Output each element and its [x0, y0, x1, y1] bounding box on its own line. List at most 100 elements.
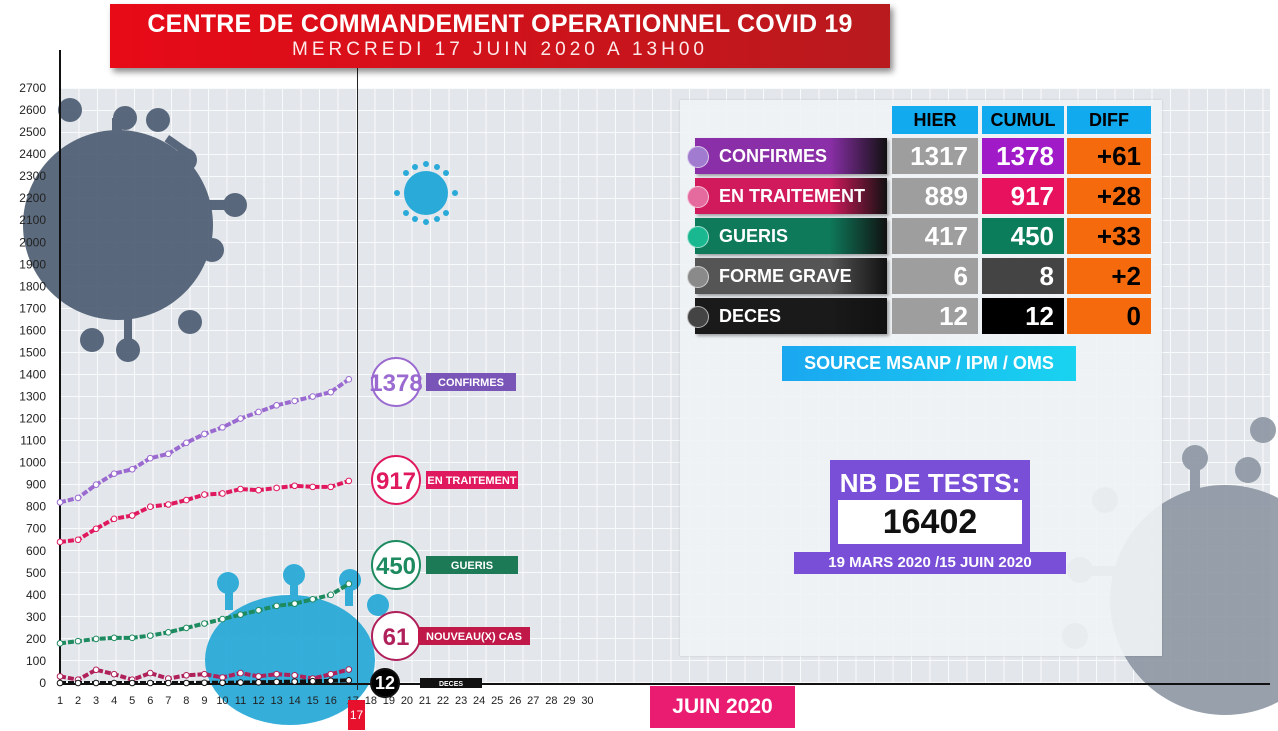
data-point	[128, 465, 136, 473]
x-tick-label: 29	[563, 695, 575, 707]
data-point	[201, 670, 208, 678]
page-subtitle: MERCREDI 17 JUIN 2020 A 13H00	[292, 39, 708, 60]
x-tick-label: 3	[93, 695, 99, 707]
cumul-cell: 1378	[982, 138, 1064, 174]
x-tick-label: 4	[111, 695, 117, 707]
data-point	[165, 450, 172, 458]
data-point	[309, 483, 317, 491]
data-point	[183, 671, 190, 679]
bullet-icon	[687, 266, 709, 288]
y-tick-label: 2700	[19, 81, 46, 95]
series-tag-text: CONFIRMES	[438, 377, 504, 389]
diff-cell: +28	[1067, 178, 1151, 214]
data-point	[219, 615, 226, 623]
data-point	[110, 470, 118, 477]
data-point	[110, 634, 118, 642]
y-tick-label: 1500	[19, 345, 46, 359]
y-tick-label: 600	[26, 544, 46, 558]
y-tick-label: 0	[39, 676, 46, 690]
y-tick-label: 1400	[19, 367, 46, 381]
hier-cell: 889	[892, 178, 978, 214]
x-tick-label: 28	[545, 695, 557, 707]
y-tick-label: 100	[26, 654, 46, 668]
data-point	[273, 484, 280, 492]
y-tick-label: 2600	[19, 103, 46, 117]
cumul-cell: 917	[982, 178, 1064, 214]
value-badge-text: 12	[375, 673, 395, 693]
virus-icon	[205, 564, 389, 725]
x-tick-label: 11	[235, 695, 246, 707]
data-point	[128, 634, 136, 642]
month-label: JUIN 2020	[650, 686, 795, 728]
data-point	[110, 670, 118, 678]
data-point	[128, 679, 136, 687]
series-tag-text: DECES	[439, 681, 463, 688]
value-badge	[371, 357, 421, 407]
x-tick-label: 26	[509, 695, 521, 707]
data-point	[56, 538, 64, 546]
data-point	[201, 620, 208, 627]
data-point	[74, 679, 82, 687]
diff-cell: +2	[1067, 258, 1151, 294]
value-badge-text: 917	[376, 468, 416, 495]
diff-cell: +33	[1067, 218, 1151, 254]
row-label-text: CONFIRMES	[719, 146, 827, 166]
y-tick-label: 200	[26, 632, 46, 646]
row-label-text: FORME GRAVE	[719, 266, 852, 286]
y-tick-label: 2000	[19, 235, 46, 249]
data-point	[219, 679, 226, 687]
hier-cell: 417	[892, 218, 978, 254]
data-point	[345, 580, 353, 588]
data-point	[201, 679, 208, 687]
cumul-cell: 12	[982, 298, 1064, 334]
data-point	[309, 677, 317, 685]
x-tick-label: 6	[147, 695, 153, 707]
value-badge	[371, 540, 421, 590]
data-point	[327, 483, 335, 491]
y-tick-label: 2500	[19, 125, 46, 139]
current-day-marker: 17	[348, 700, 365, 730]
x-tick-label: 15	[307, 695, 319, 707]
data-point	[291, 678, 298, 685]
row-label: GUERIS	[687, 218, 887, 254]
data-point	[201, 491, 208, 498]
header-banner: CENTRE DE COMMANDEMENT OPERATIONNEL COVI…	[110, 4, 890, 68]
y-tick-label: 1100	[20, 434, 46, 448]
row-label: CONFIRMES	[687, 138, 887, 174]
row-label-text: GUERIS	[719, 226, 789, 246]
data-point	[237, 611, 244, 618]
x-tick-label: 19	[383, 695, 395, 707]
current-day-line	[357, 40, 358, 690]
data-point	[92, 481, 100, 488]
virus-icon	[394, 161, 458, 225]
data-point	[74, 536, 82, 544]
data-point	[291, 482, 298, 490]
y-tick-label: 700	[26, 522, 46, 536]
data-point	[291, 397, 298, 405]
value-badge-text: 1378	[369, 370, 422, 397]
x-tick-label: 13	[270, 695, 282, 707]
data-point	[255, 486, 262, 494]
x-tick-label: 10	[216, 695, 228, 707]
series-tag-text: GUERIS	[451, 560, 493, 572]
data-point	[255, 606, 262, 614]
x-tick-label: 1	[57, 695, 63, 707]
x-tick-label: 18	[365, 695, 377, 707]
column-header: CUMUL	[982, 106, 1064, 134]
diff-cell: 0	[1067, 298, 1151, 334]
data-point	[56, 679, 64, 687]
data-point	[56, 498, 64, 506]
data-point	[237, 679, 244, 686]
row-label-text: EN TRAITEMENT	[719, 186, 865, 206]
row-label-text: DECES	[719, 306, 782, 326]
cumul-cell: 450	[982, 218, 1064, 254]
data-point	[165, 501, 172, 508]
data-point	[237, 415, 244, 422]
x-tick-label: 14	[289, 695, 301, 707]
series-tag	[420, 678, 482, 688]
data-point	[110, 515, 118, 523]
x-tick-label: 24	[473, 695, 485, 707]
bullet-icon	[687, 186, 709, 208]
